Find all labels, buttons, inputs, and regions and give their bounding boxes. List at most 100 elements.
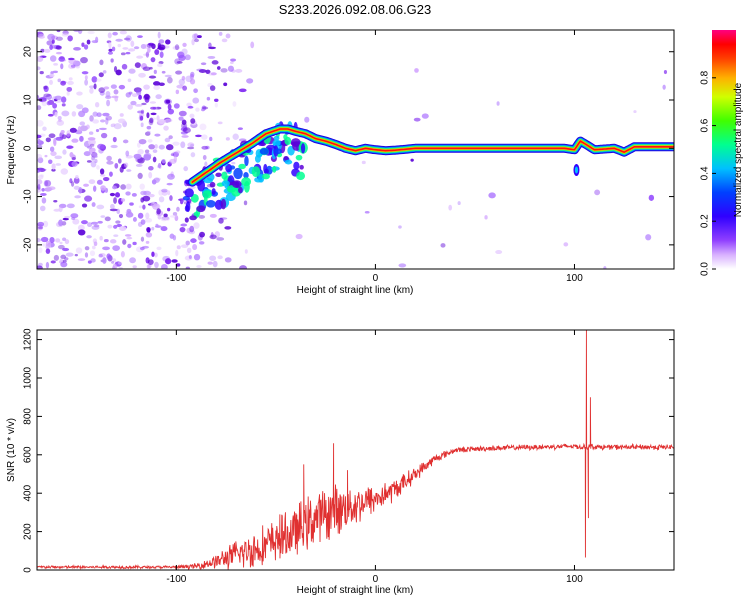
spectrogram-blob bbox=[283, 156, 289, 161]
spectral-artifact bbox=[574, 166, 579, 174]
spectrogram-blob bbox=[264, 168, 269, 175]
noise-speckle bbox=[155, 94, 162, 100]
noise-speckle bbox=[49, 73, 55, 78]
noise-speckle bbox=[166, 207, 171, 212]
noise-speckle bbox=[120, 184, 127, 190]
noise-speckle bbox=[60, 129, 65, 134]
noise-speckle bbox=[89, 85, 95, 89]
noise-speckle bbox=[129, 257, 136, 264]
snr-ytick-label: 0 bbox=[23, 567, 34, 573]
noise-speckle bbox=[198, 241, 205, 245]
noise-speckle bbox=[125, 191, 131, 196]
noise-speckle bbox=[55, 45, 62, 50]
noise-speckle bbox=[201, 108, 205, 112]
noise-speckle bbox=[103, 176, 110, 182]
noise-speckle bbox=[77, 126, 82, 133]
noise-speckle bbox=[78, 187, 83, 194]
noise-speckle bbox=[75, 175, 79, 180]
noise-speckle bbox=[91, 40, 99, 44]
spectrogram-ytick-label: -20 bbox=[23, 237, 34, 252]
noise-speckle bbox=[98, 253, 103, 258]
noise-speckle bbox=[165, 39, 171, 45]
snr-frame bbox=[36, 329, 675, 571]
spectrogram-blob bbox=[238, 163, 246, 170]
noise-speckle bbox=[413, 117, 421, 122]
noise-speckle bbox=[114, 192, 121, 198]
noise-speckle bbox=[86, 235, 92, 239]
noise-speckle bbox=[201, 145, 209, 150]
noise-speckle bbox=[145, 131, 151, 136]
noise-speckle bbox=[216, 66, 221, 70]
noise-speckle bbox=[92, 245, 96, 250]
noise-speckle bbox=[143, 53, 150, 57]
noise-speckle bbox=[88, 138, 96, 146]
noise-speckle bbox=[99, 174, 106, 177]
noise-speckle bbox=[107, 51, 113, 55]
spectrogram-blob bbox=[272, 139, 281, 147]
noise-speckle bbox=[57, 116, 62, 120]
noise-speckle bbox=[398, 263, 407, 268]
noise-speckle bbox=[59, 131, 64, 139]
noise-speckle bbox=[178, 54, 186, 62]
noise-speckle bbox=[77, 224, 85, 232]
spectrogram-blob bbox=[205, 199, 216, 208]
noise-speckle bbox=[113, 65, 118, 73]
noise-speckle bbox=[182, 85, 188, 91]
noise-speckle bbox=[110, 58, 114, 63]
noise-speckle bbox=[235, 68, 243, 73]
noise-speckle bbox=[209, 255, 217, 261]
noise-speckle bbox=[138, 205, 143, 209]
noise-speckle bbox=[92, 238, 98, 244]
noise-speckle bbox=[230, 58, 237, 62]
noise-speckle bbox=[117, 43, 122, 48]
noise-speckle bbox=[47, 113, 54, 117]
noise-speckle bbox=[134, 103, 143, 107]
noise-speckle bbox=[96, 165, 100, 170]
colorbar-tick-label: 0.0 bbox=[700, 262, 711, 276]
noise-speckle bbox=[68, 57, 75, 61]
noise-speckle bbox=[106, 155, 112, 162]
noise-speckle bbox=[145, 51, 150, 58]
noise-speckle bbox=[84, 195, 93, 202]
noise-speckle bbox=[165, 217, 170, 221]
noise-speckle bbox=[66, 86, 73, 92]
noise-speckle bbox=[66, 145, 74, 149]
noise-speckle bbox=[73, 185, 80, 190]
noise-speckle bbox=[217, 255, 223, 260]
noise-speckle bbox=[122, 239, 127, 245]
noise-speckle bbox=[120, 251, 125, 258]
noise-speckle bbox=[181, 48, 188, 56]
spectrogram-image bbox=[37, 30, 674, 269]
noise-speckle bbox=[244, 249, 248, 254]
noise-speckle bbox=[122, 139, 129, 144]
noise-speckle bbox=[112, 136, 117, 143]
noise-speckle bbox=[37, 153, 43, 159]
noise-speckle bbox=[157, 46, 165, 50]
noise-speckle bbox=[448, 204, 453, 211]
noise-speckle bbox=[165, 144, 174, 151]
noise-speckle bbox=[98, 127, 107, 131]
noise-speckle bbox=[161, 190, 168, 196]
spectrogram-blob bbox=[259, 148, 269, 155]
noise-speckle bbox=[125, 150, 130, 157]
noise-speckle bbox=[194, 38, 200, 43]
noise-speckle bbox=[217, 121, 223, 125]
noise-speckle bbox=[92, 155, 98, 159]
noise-speckle bbox=[131, 93, 138, 98]
noise-speckle bbox=[37, 179, 43, 185]
noise-speckle bbox=[37, 33, 46, 40]
spectrogram-blob bbox=[211, 188, 216, 195]
noise-speckle bbox=[138, 139, 147, 145]
noise-speckle bbox=[202, 155, 207, 160]
noise-speckle bbox=[98, 72, 104, 78]
noise-speckle bbox=[118, 213, 124, 219]
noise-speckle bbox=[150, 57, 156, 63]
noise-speckle bbox=[49, 237, 55, 244]
noise-speckle bbox=[39, 71, 44, 75]
noise-speckle bbox=[102, 70, 107, 74]
noise-speckle bbox=[74, 195, 81, 199]
noise-speckle bbox=[40, 236, 49, 243]
spectrogram-blob bbox=[225, 163, 233, 173]
page-title: S233.2026.092.08.06.G23 bbox=[279, 2, 432, 17]
noise-speckle bbox=[106, 99, 111, 107]
